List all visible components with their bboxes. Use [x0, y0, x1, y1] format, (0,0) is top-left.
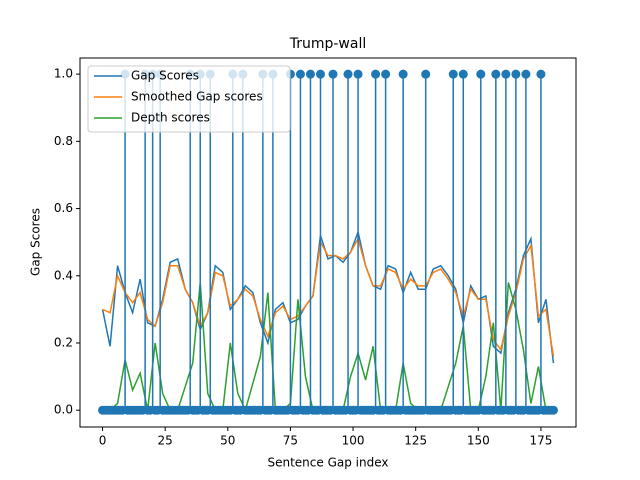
stem-marker — [491, 69, 501, 79]
stem-marker — [295, 69, 305, 79]
x-tick-label: 125 — [404, 434, 427, 448]
stem-marker — [343, 69, 353, 79]
x-axis-label: Sentence Gap index — [267, 456, 388, 470]
stem-marker — [421, 69, 431, 79]
x-tick-label: 100 — [342, 434, 365, 448]
x-tick-label: 175 — [529, 434, 552, 448]
stem-marker — [398, 69, 408, 79]
stem-marker — [353, 69, 363, 79]
y-tick-label: 0.4 — [54, 268, 73, 282]
stem-marker — [448, 69, 458, 79]
stem-marker — [315, 69, 325, 79]
y-tick-label: 0.6 — [54, 201, 73, 215]
x-tick-label: 25 — [158, 434, 173, 448]
stem-marker — [381, 69, 391, 79]
y-tick-label: 0.0 — [54, 403, 73, 417]
legend: Gap Scores Smoothed Gap scores Depth score… — [87, 65, 291, 133]
y-tick-label: 1.0 — [54, 67, 73, 81]
stem-marker — [501, 69, 511, 79]
stem-marker — [371, 69, 381, 79]
stem-marker — [458, 69, 468, 79]
y-tick-label: 0.8 — [54, 134, 73, 148]
stem-marker — [476, 69, 486, 79]
stem-marker — [521, 69, 531, 79]
plot-frame — [79, 57, 577, 428]
legend-label: Gap Scores — [131, 69, 199, 83]
chart-title: Trump-wall — [289, 36, 367, 52]
legend-label: Smoothed Gap scores — [131, 90, 263, 104]
stem-marker — [548, 405, 558, 415]
x-tick-label: 75 — [283, 434, 298, 448]
legend-box — [87, 65, 291, 133]
y-tick-label: 0.2 — [54, 335, 73, 349]
stem-marker — [305, 69, 315, 79]
series-line — [101, 229, 555, 364]
stem-marker — [536, 69, 546, 79]
legend-label: Depth scores — [131, 111, 210, 125]
x-tick-label: 50 — [220, 434, 235, 448]
series-line — [102, 236, 555, 357]
y-axis-label: Gap Scores — [29, 208, 43, 276]
stem-marker — [511, 69, 521, 79]
x-tick-label: 150 — [467, 434, 490, 448]
stem-marker — [328, 69, 338, 79]
x-tick-label: 0 — [99, 434, 107, 448]
